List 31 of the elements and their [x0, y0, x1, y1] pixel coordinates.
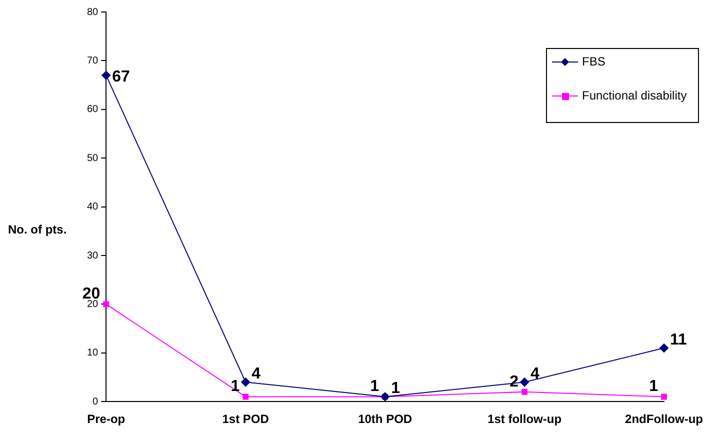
- y-tick-label: 0: [92, 396, 99, 408]
- data-label: 1: [370, 378, 380, 396]
- point: [522, 388, 528, 395]
- y-tick-label: 60: [87, 104, 99, 116]
- point: [660, 344, 669, 353]
- y-tick-label: 50: [87, 152, 99, 164]
- point: [103, 301, 110, 308]
- data-label: 1: [391, 380, 400, 398]
- legend-label: FBS: [582, 54, 606, 68]
- data-label: 4: [252, 366, 261, 383]
- y-axis-title: No. of pts.: [8, 222, 67, 236]
- data-label: 11: [670, 331, 688, 348]
- point: [241, 378, 250, 387]
- data-label: 67: [112, 68, 130, 86]
- x-tick-label: 10th POD: [358, 412, 412, 426]
- y-tick-label: 10: [87, 348, 99, 359]
- x-tick-label: 1st POD: [222, 412, 270, 426]
- data-label: 4: [530, 366, 540, 383]
- y-tick-label: 40: [87, 202, 99, 213]
- legend-label: Functional disability: [582, 88, 687, 102]
- point: [102, 70, 111, 80]
- y-tick-label: 30: [87, 250, 99, 262]
- y-tick-label: 80: [87, 6, 99, 18]
- x-tick-label: 2ndFollow-up: [625, 412, 703, 426]
- point: [520, 378, 530, 387]
- x-tick-label: Pre-op: [87, 412, 126, 426]
- point: [242, 394, 249, 400]
- data-label: 1: [649, 378, 658, 396]
- point: [661, 394, 667, 400]
- x-tick-label: 1st follow-up: [488, 412, 562, 426]
- y-tick-label: 70: [87, 55, 99, 66]
